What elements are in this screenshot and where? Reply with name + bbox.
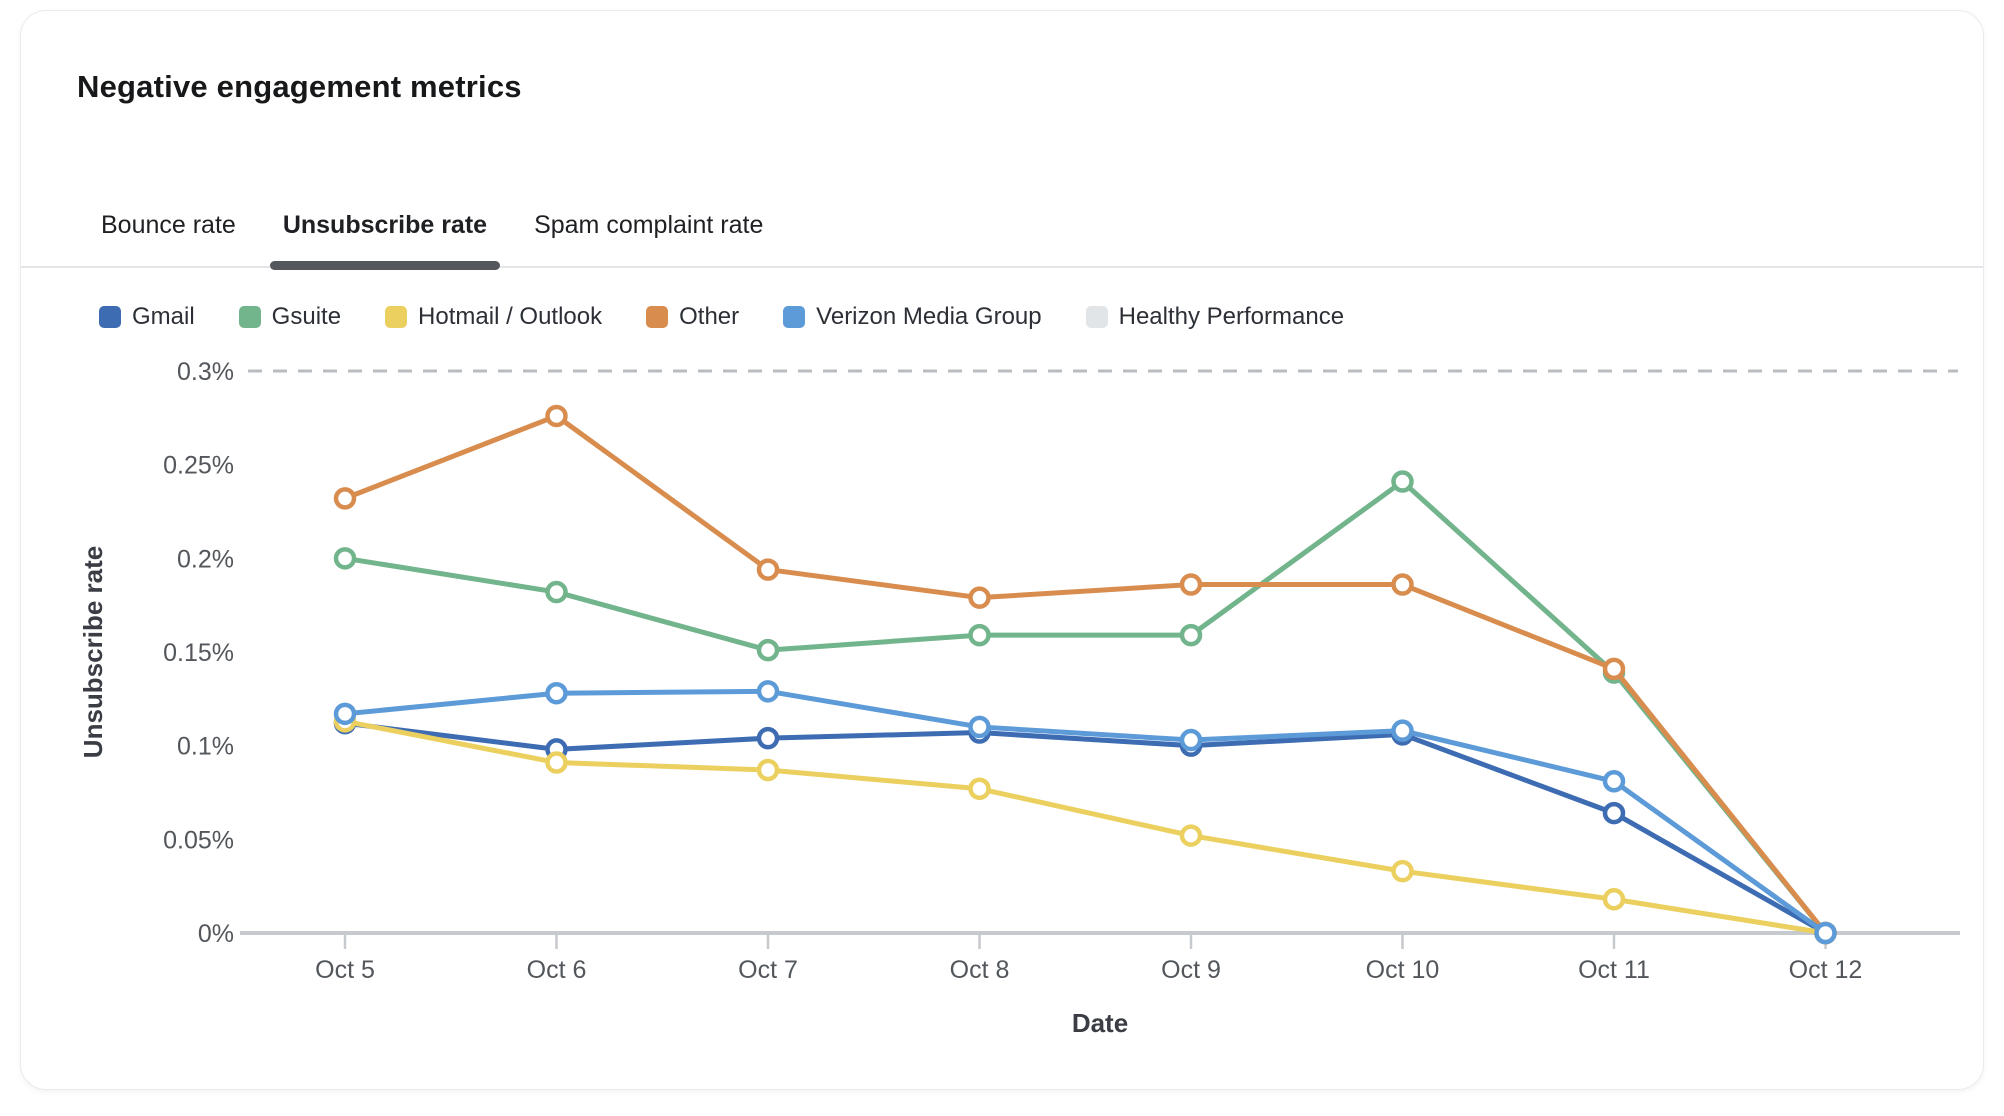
- tab-bounce-rate[interactable]: Bounce rate: [101, 211, 236, 239]
- legend-label: Other: [679, 303, 740, 330]
- legend-swatch: [238, 306, 261, 328]
- tab-bar: Bounce rate Unsubscribe rate Spam compla…: [21, 197, 1983, 270]
- legend-item-other[interactable]: Other: [646, 303, 739, 331]
- legend-item-verizon-media-group[interactable]: Verizon Media Group: [783, 303, 1042, 331]
- legend-label: Verizon Media Group: [816, 303, 1042, 330]
- negative-engagement-metrics-card: Negative engagement metrics Bounce rate …: [20, 10, 1984, 1090]
- legend-swatch: [385, 306, 408, 328]
- legend-swatch: [1085, 306, 1108, 328]
- legend-item-hotmail-outlook[interactable]: Hotmail / Outlook: [385, 303, 602, 331]
- legend-swatch: [646, 306, 669, 328]
- tab-spam-complaint-rate[interactable]: Spam complaint rate: [534, 211, 764, 239]
- legend-item-healthy-performance[interactable]: Healthy Performance: [1085, 303, 1345, 331]
- legend-item-gsuite[interactable]: Gsuite: [238, 303, 342, 331]
- legend-label: Gmail: [132, 303, 195, 330]
- legend-label: Healthy Performance: [1118, 303, 1345, 330]
- legend-swatch: [783, 306, 806, 328]
- tab-unsubscribe-rate[interactable]: Unsubscribe rate: [269, 211, 501, 270]
- page-title: Negative engagement metrics: [77, 69, 522, 104]
- legend-label: Hotmail / Outlook: [418, 303, 603, 330]
- legend-swatch: [99, 306, 121, 328]
- legend-item-gmail[interactable]: Gmail: [99, 303, 195, 331]
- chart-legend: Gmail Gsuite Hotmail / Outlook Other Verizon…: [99, 303, 1344, 331]
- legend-label: Gsuite: [271, 303, 342, 330]
